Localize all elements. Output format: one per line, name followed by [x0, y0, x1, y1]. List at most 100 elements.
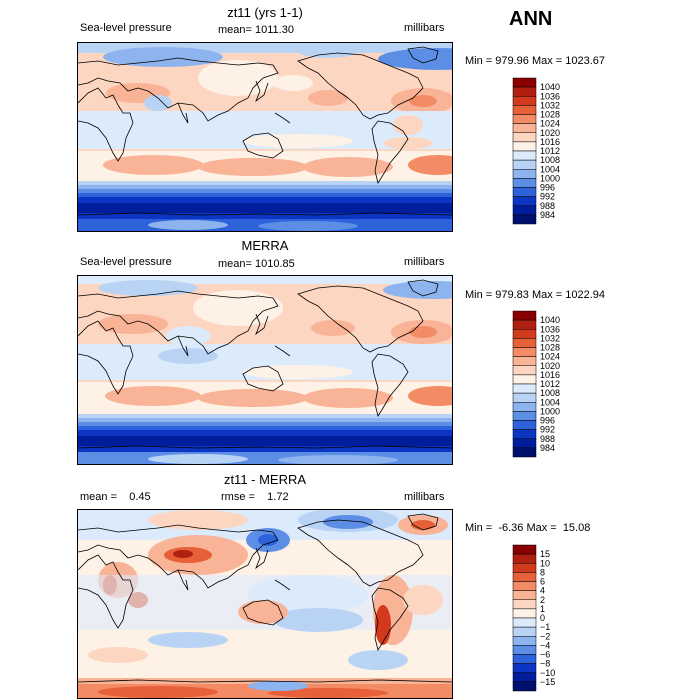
- colorbar-swatch: [512, 347, 537, 357]
- panel-1-minmax-label: Min = 979.96 Max = 1023.67: [465, 55, 606, 67]
- colorbar-tick-label: 1016: [540, 137, 560, 147]
- colorbar-swatch: [512, 553, 537, 564]
- colorbar-swatch: [512, 654, 537, 664]
- panel-2-mean-label: mean= 1010.85: [218, 258, 295, 270]
- colorbar-tick-label: −2: [540, 631, 550, 641]
- panel-3-map: [77, 509, 453, 699]
- panel-2-map: [77, 275, 453, 465]
- panel-1-map-plot: [78, 43, 452, 231]
- colorbar-tick-label: 10: [540, 558, 550, 568]
- colorbar-tick-label: 8: [540, 567, 545, 577]
- colorbar-swatch: [512, 86, 537, 97]
- colorbar-swatch: [512, 599, 537, 610]
- colorbar-swatch: [512, 196, 537, 206]
- colorbar-tick-label: 984: [540, 443, 555, 453]
- colorbar-tick-label: 1024: [540, 119, 560, 129]
- colorbar-tick-label: 1036: [540, 91, 560, 101]
- colorbar-swatch: [512, 96, 537, 106]
- colorbar-swatch: [512, 672, 537, 683]
- colorbar-tick-label: 6: [540, 577, 545, 587]
- panel-3-rmse-label: rmse = 1.72: [221, 491, 289, 503]
- colorbar-tick-label: 1000: [540, 406, 560, 416]
- colorbar-swatch: [512, 429, 537, 439]
- colorbar-tick-label: 15: [540, 549, 550, 559]
- colorbar-swatch: [512, 563, 537, 573]
- colorbar-tick-label: 0: [540, 613, 545, 623]
- colorbar-tick-label: 1012: [540, 379, 560, 389]
- panel-1-variable-label: Sea-level pressure: [80, 22, 172, 34]
- colorbar-swatch: [512, 159, 537, 170]
- colorbar-tick-label: 2: [540, 595, 545, 605]
- colorbar-swatch: [512, 392, 537, 403]
- colorbar-swatch: [512, 329, 537, 339]
- colorbar-tick-label: 1012: [540, 146, 560, 156]
- colorbar-tick-label: 1040: [540, 315, 560, 325]
- colorbar-tick-label: 988: [540, 201, 555, 211]
- colorbar-swatch: [512, 77, 537, 88]
- colorbar-swatch: [512, 681, 537, 692]
- colorbar-tick-label: 992: [540, 192, 555, 202]
- colorbar-swatch: [512, 338, 537, 348]
- colorbar-swatch: [512, 438, 537, 449]
- colorbar-swatch: [512, 114, 537, 124]
- colorbar-tick-label: 996: [540, 183, 555, 193]
- panel-1-map: [77, 42, 453, 232]
- panel-2-map-plot: [78, 276, 452, 464]
- colorbar-tick-label: 992: [540, 425, 555, 435]
- panel-3-colorbar: 15 10 8 6 4 2 1 0 −1 −2 −4 −6 −8 −10 −15: [512, 544, 573, 695]
- colorbar-swatch: [512, 383, 537, 394]
- colorbar-tick-label: −15: [540, 677, 555, 687]
- colorbar-tick-label: −10: [540, 668, 555, 678]
- panel-1-units-label: millibars: [404, 22, 445, 34]
- panel-3-map-plot: [78, 510, 452, 698]
- colorbar-swatch: [512, 150, 537, 161]
- panel-1-mean-label: mean= 1011.30: [218, 24, 294, 36]
- colorbar-swatch: [512, 141, 537, 152]
- colorbar-tick-label: −6: [540, 650, 550, 660]
- panel-3-title: zt11 - MERRA: [223, 472, 307, 487]
- colorbar-tick-label: 988: [540, 434, 555, 444]
- colorbar-swatch: [512, 617, 537, 628]
- colorbar-tick-label: 1036: [540, 324, 560, 334]
- colorbar-swatch: [512, 310, 537, 321]
- colorbar-swatch: [512, 123, 537, 133]
- panel-3-units-label: millibars: [404, 491, 445, 503]
- panel-2-minmax-label: Min = 979.83 Max = 1022.94: [465, 289, 606, 301]
- colorbar-swatch: [512, 105, 537, 115]
- colorbar-tick-label: −4: [540, 640, 550, 650]
- panel-2-colorbar: 1040 1036 1032 1028 1024 1020 1016 1012 1008 1004…: [512, 310, 573, 461]
- colorbar-tick-label: 1004: [540, 397, 560, 407]
- colorbar-swatch: [512, 572, 537, 582]
- colorbar-tick-label: 1008: [540, 155, 560, 165]
- colorbar-tick-label: 1032: [540, 100, 560, 110]
- colorbar-tick-label: 1028: [540, 343, 560, 353]
- panel-3-mean-label: mean = 0.45: [80, 491, 151, 503]
- panel-2-colorbar-svg: 1040103610321028102410201016101210081004…: [512, 310, 560, 458]
- colorbar-tick-label: 1040: [540, 82, 560, 92]
- panel-1-colorbar-svg: 1040103610321028102410201016101210081004…: [512, 77, 560, 225]
- colorbar-tick-label: 1028: [540, 110, 560, 120]
- colorbar-tick-label: 1032: [540, 333, 560, 343]
- colorbar-swatch: [512, 178, 537, 188]
- colorbar-swatch: [512, 214, 537, 225]
- colorbar-tick-label: −8: [540, 659, 550, 669]
- colorbar-swatch: [512, 319, 537, 330]
- colorbar-swatch: [512, 132, 537, 143]
- colorbar-swatch: [512, 636, 537, 646]
- colorbar-tick-label: 1020: [540, 128, 560, 138]
- colorbar-swatch: [512, 169, 537, 179]
- panel-2-variable-label: Sea-level pressure: [80, 256, 172, 268]
- colorbar-tick-label: 1016: [540, 370, 560, 380]
- colorbar-tick-label: 1024: [540, 352, 560, 362]
- colorbar-swatch: [512, 608, 537, 619]
- panel-3-minmax-label: Min = -6.36 Max = 15.08: [465, 522, 591, 534]
- colorbar-tick-label: 1008: [540, 388, 560, 398]
- colorbar-swatch: [512, 626, 537, 637]
- season-label: ANN: [509, 8, 553, 30]
- colorbar-swatch: [512, 356, 537, 366]
- colorbar-swatch: [512, 402, 537, 412]
- colorbar-swatch: [512, 420, 537, 430]
- colorbar-tick-label: 984: [540, 210, 555, 220]
- colorbar-tick-label: 1: [540, 604, 545, 614]
